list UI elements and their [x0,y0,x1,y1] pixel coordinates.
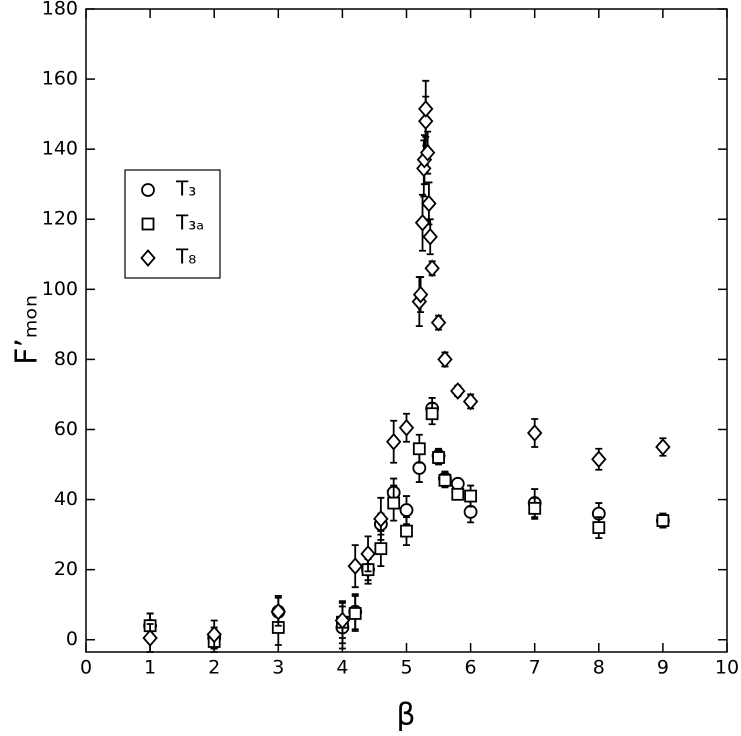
x-tick-label: 6 [465,657,477,679]
plot-frame [85,8,728,653]
y-tick-label: 120 [42,208,78,230]
point [421,194,437,213]
x-tick-label: 5 [400,657,412,679]
x-tick-label: 2 [208,657,220,679]
point [360,545,376,563]
point [414,213,431,232]
y-tick-label: 40 [54,488,78,510]
point [591,450,607,469]
x-tick-label: 10 [715,657,739,679]
point [425,407,439,421]
point [438,473,452,487]
point [412,461,427,475]
point [419,143,436,162]
x-tick-label: 0 [80,657,92,679]
y-tick-label: 140 [42,138,78,160]
y-tick-label: 0 [66,628,78,650]
point [398,418,415,437]
legend-marker [140,249,156,267]
y-tick-label: 180 [42,0,78,20]
point [430,313,447,332]
point [592,521,606,535]
x-axis-label: β [396,698,415,733]
x-tick-label: 8 [593,657,605,679]
x-tick-label: 4 [336,657,348,679]
point [451,487,465,501]
point [437,350,453,369]
point [399,503,414,517]
legend-label: T₃ₐ [175,211,204,235]
point [418,99,434,118]
point [400,524,413,538]
point [270,602,286,621]
legend-box [124,169,221,279]
point [412,442,426,456]
y-tick-label: 100 [42,278,78,300]
point [462,392,479,411]
point [424,259,440,278]
y-axis-label: F’ₘₒₙ [10,295,45,365]
x-tick-label: 3 [272,657,284,679]
point [655,438,671,456]
x-tick-label: 1 [144,657,156,679]
point [422,227,438,246]
point [656,514,670,527]
x-tick-label: 7 [529,657,541,679]
y-tick-label: 20 [54,558,78,580]
legend-label: T₈ [175,245,196,269]
point [348,607,362,620]
y-tick-label: 80 [54,348,78,370]
x-tick-label: 9 [657,657,669,679]
y-tick-label: 60 [54,418,78,440]
point [464,489,478,503]
point [347,557,363,576]
point [373,509,389,528]
point [206,625,222,644]
point [385,432,402,451]
point [528,501,542,515]
legend-marker [141,217,155,231]
point [334,611,351,630]
point [387,496,401,510]
point [463,504,478,519]
point [527,424,543,442]
point [142,629,158,647]
point [432,451,445,464]
point [374,542,388,556]
y-tick-label: 160 [42,68,78,90]
point [450,382,466,400]
legend-label: T₃ [175,177,196,201]
legend-marker [141,183,155,197]
point [418,112,434,131]
point [412,285,429,304]
